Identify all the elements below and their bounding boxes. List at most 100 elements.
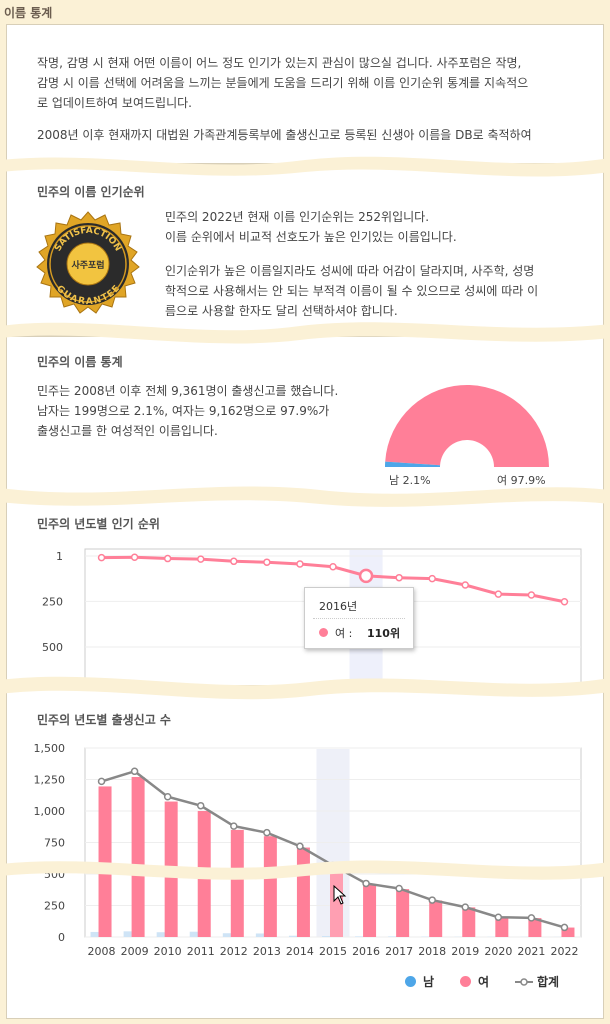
male-share-label: 남 2.1% — [389, 474, 431, 487]
female-bar[interactable] — [263, 836, 277, 937]
rank-point[interactable] — [97, 553, 106, 562]
births-y-tick-label: 1,000 — [34, 805, 66, 818]
male-bar[interactable] — [355, 936, 365, 937]
legend-male[interactable]: 남 — [405, 973, 434, 990]
rank-point[interactable] — [428, 574, 436, 583]
female-bar[interactable] — [429, 900, 443, 937]
total-point[interactable] — [428, 896, 436, 904]
rank-point[interactable] — [527, 591, 536, 599]
torn-edge-4 — [0, 676, 610, 700]
rank-point[interactable] — [230, 557, 238, 566]
rank-point[interactable] — [560, 598, 569, 606]
births-x-tick-label: 2013 — [253, 945, 281, 958]
tooltip-title: 2016년 — [319, 600, 358, 613]
total-point[interactable] — [263, 828, 271, 837]
total-point[interactable] — [163, 793, 172, 801]
births-x-tick-label: 2014 — [286, 945, 314, 958]
female-bar[interactable] — [495, 917, 509, 937]
births-x-tick-label: 2011 — [187, 945, 215, 958]
total-point[interactable] — [296, 842, 304, 851]
births-y-tick-label: 250 — [44, 900, 65, 913]
births-x-tick-label: 2012 — [220, 945, 248, 958]
tooltip-female-dot — [319, 628, 328, 637]
rank-point[interactable] — [329, 563, 337, 571]
rank-y-tick-label: 1 — [56, 550, 63, 563]
male-bar[interactable] — [322, 935, 331, 937]
stats-text: 민주는 2008년 이후 전체 9,361명이 출생신고를 했습니다. 남자는 … — [37, 384, 339, 438]
births-x-tick-label: 2017 — [385, 945, 413, 958]
intro-card: 작명, 감명 시 현재 어떤 이름이 어느 정도 인기가 있는지 관심이 많으실… — [6, 24, 604, 164]
births-x-tick-label: 2018 — [418, 945, 446, 958]
rank-point[interactable] — [461, 581, 470, 589]
total-point[interactable] — [560, 923, 569, 932]
legend-female-label: 여 — [478, 975, 490, 989]
tooltip-value: 110위 — [367, 627, 401, 640]
rank-point[interactable] — [395, 573, 403, 582]
male-bar[interactable] — [156, 932, 166, 937]
rank-y-tick-label: 250 — [42, 595, 63, 608]
rank-point[interactable] — [263, 558, 271, 566]
satisfaction-badge: SATISFACTION GUARANTEE 사주포럼 — [36, 211, 140, 314]
births-x-tick-label: 2022 — [550, 945, 578, 958]
female-bar[interactable] — [363, 884, 377, 937]
total-point[interactable] — [97, 777, 106, 786]
births-chart-heading: 민주의 년도별 출생신고 수 — [37, 713, 171, 727]
rank-tooltip: 2016년 여 : 110위 — [304, 587, 414, 649]
page-title: 이름 통계 — [4, 6, 53, 20]
total-point[interactable] — [130, 767, 139, 776]
rank-point[interactable] — [196, 555, 205, 563]
legend-total-line-icon — [515, 977, 533, 986]
male-bar[interactable] — [123, 931, 133, 937]
female-bar[interactable] — [131, 776, 145, 937]
popularity-text-2: 인기순위가 높은 이름일지라도 성씨에 따라 어감이 달라지며, 사주학, 성명… — [165, 264, 539, 318]
total-point[interactable] — [494, 913, 503, 921]
births-chart-card: 민주의 년도별 출생신고 수 0 250 500 750 1,000 1,250 1,500… — [6, 686, 604, 1019]
total-point[interactable] — [527, 914, 536, 922]
stats-heading: 민주의 이름 통계 — [37, 355, 123, 369]
total-point[interactable] — [461, 903, 470, 911]
legend-total[interactable]: 합계 — [515, 973, 559, 990]
legend-male-dot — [405, 976, 416, 987]
female-bar[interactable] — [462, 907, 476, 937]
total-point[interactable] — [362, 879, 370, 888]
rank-point[interactable] — [494, 590, 503, 598]
births-x-tick-label: 2020 — [484, 945, 512, 958]
popularity-card: 민주의 이름 인기순위 SATISFACTION GUARANTEE 사주포럼 … — [6, 164, 604, 336]
male-bar[interactable] — [288, 935, 298, 937]
male-bar[interactable] — [388, 936, 398, 937]
female-bar[interactable] — [330, 866, 343, 937]
intro-paragraph-2: 2008년 이후 현재까지 대법원 가족관계등록부에 출생신고로 등록된 신생아… — [37, 128, 532, 142]
legend-female[interactable]: 여 — [460, 973, 489, 990]
badge-center-text: 사주포럼 — [71, 259, 104, 271]
rank-point[interactable] — [358, 568, 374, 584]
gender-donut-chart: 남 2.1% 여 97.9% — [385, 385, 549, 487]
legend-female-dot — [460, 976, 471, 987]
births-x-tick-label: 2008 — [88, 945, 116, 958]
male-bar[interactable] — [255, 933, 265, 937]
male-bar[interactable] — [222, 933, 232, 937]
births-y-tick-label: 750 — [44, 837, 65, 850]
rank-point[interactable] — [296, 560, 304, 568]
female-bar[interactable] — [396, 889, 410, 937]
births-x-tick-label: 2009 — [121, 945, 149, 958]
total-point[interactable] — [395, 884, 403, 893]
male-bar[interactable] — [189, 931, 199, 937]
total-point[interactable] — [230, 822, 238, 830]
legend-total-label: 합계 — [537, 975, 560, 989]
torn-edge-1 — [0, 156, 610, 177]
total-point[interactable] — [196, 801, 205, 810]
rank-point[interactable] — [163, 554, 172, 563]
births-x-tick-label: 2015 — [319, 945, 347, 958]
female-bar[interactable] — [230, 829, 244, 937]
male-bar[interactable] — [90, 931, 100, 937]
rank-point[interactable] — [130, 553, 139, 562]
torn-edge-3 — [0, 486, 610, 507]
births-x-tick-label: 2016 — [352, 945, 380, 958]
births-y-tick-label: 1,500 — [34, 742, 66, 755]
female-bar[interactable] — [98, 786, 112, 937]
female-bar[interactable] — [528, 918, 542, 937]
female-bar[interactable] — [561, 927, 575, 937]
torn-edge-5 — [0, 860, 610, 880]
stats-card: 민주의 이름 통계 민주는 2008년 이후 전체 9,361명이 출생신고를 … — [6, 336, 604, 496]
